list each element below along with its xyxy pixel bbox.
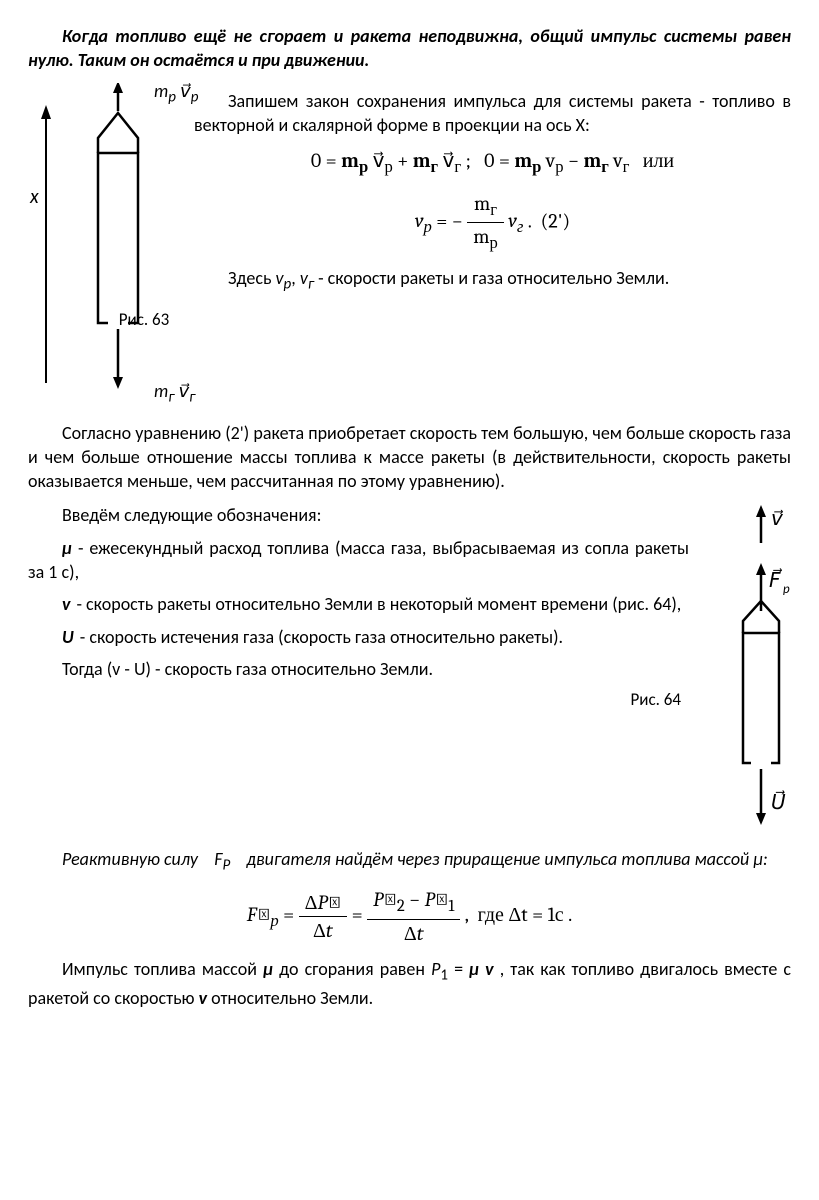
svg-text:р: р	[783, 582, 790, 597]
rocket-svg-64: v⃗ F⃗ р U⃗	[705, 503, 791, 833]
figure-63: x	[28, 83, 178, 403]
block-fig64: Введём следующие обозначения: μ- ежесеку…	[28, 503, 791, 833]
svg-text:v⃗: v⃗	[771, 507, 784, 531]
intro-paragraph: Когда топливо ещё не сгорает и ракета не…	[28, 24, 791, 73]
p-b2: Здесь vр, vг - скорости ракеты и газа от…	[194, 266, 791, 295]
equation-3: F⃗р = ΔP⃗Δt = P⃗2 − P⃗1Δt , где Δt = 1с …	[28, 886, 791, 947]
fig63-bot-label: mг v⃗г	[154, 379, 195, 408]
def-v: v- скорость ракеты относительно Земли в …	[28, 592, 689, 616]
p-b1: Запишем закон сохранения импульса для си…	[194, 89, 791, 138]
p-e1: Импульс топлива массой μ до сгорания рав…	[28, 957, 791, 1010]
fig63-top-label: mр v⃗р	[154, 79, 198, 108]
p-d1: Реактивную силу FP двигателя найдём чере…	[28, 847, 791, 876]
svg-text:U⃗: U⃗	[771, 790, 786, 816]
svg-text:x: x	[29, 185, 39, 209]
rocket-svg-63: x	[28, 83, 178, 403]
p-c1: Согласно уравнению (2') ракета приобрета…	[28, 421, 791, 494]
p-c2: Введём следующие обозначения:	[28, 503, 689, 527]
def-U: U- скорость истечения газа (скорость газ…	[28, 625, 689, 649]
equation-1: 0 = mр v⃗р + mг v⃗г ; 0 = mр vр − mг vг …	[194, 147, 791, 180]
figure-64: v⃗ F⃗ р U⃗	[705, 503, 791, 833]
def-vU: Тогда (v - U) - скорость газа относитель…	[28, 657, 689, 681]
fig63-caption: Рис. 63	[74, 309, 214, 332]
fig64-caption: Рис. 64	[28, 689, 689, 712]
def-mu: μ- ежесекундный расход топлива (масса га…	[28, 536, 689, 585]
equation-2: vр = − mгmр vг . (2')	[194, 190, 791, 256]
svg-text:F⃗: F⃗	[769, 568, 783, 594]
block-fig63: x mр v⃗р mг v⃗г Запишем закон сохранения…	[28, 83, 791, 403]
